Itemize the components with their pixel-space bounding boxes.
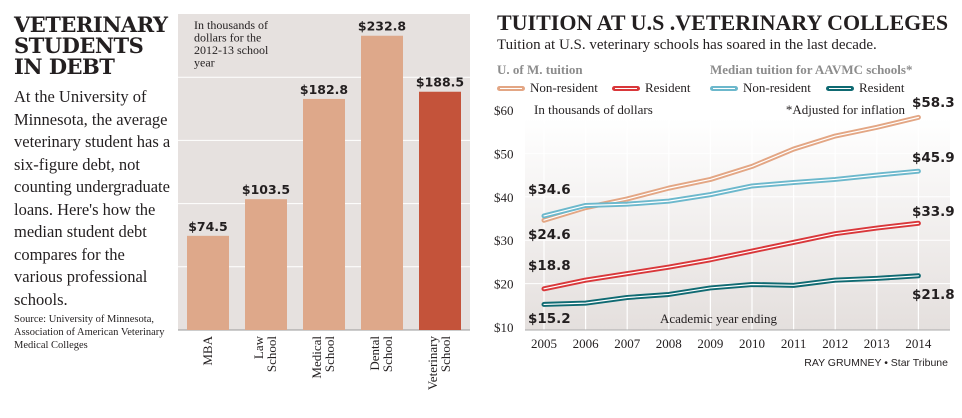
x-tick-label: 2007	[614, 336, 641, 351]
legend-swatch	[826, 85, 854, 91]
bar-medical-school	[303, 98, 345, 331]
bar-mba	[187, 235, 229, 330]
data-label: $15.2	[528, 311, 571, 327]
left-column: At the University of Minnesota, the aver…	[14, 86, 176, 352]
series-line-highlight-aavmc_res	[543, 275, 919, 306]
bar-veterinary-school	[419, 91, 461, 331]
legend-label: Non-resident	[530, 80, 598, 95]
y-tick-label: $10	[494, 320, 514, 335]
legend-label: Non-resident	[743, 80, 811, 95]
legend-item-aavmc-nonresident: Non-resident	[710, 80, 811, 96]
inflation-note: *Adjusted for inflation	[786, 102, 906, 117]
bar-dental-school	[361, 35, 403, 331]
category-label-line: Dental	[367, 336, 382, 371]
y-tick-label: $50	[494, 146, 514, 161]
plot-background	[525, 118, 950, 330]
x-axis-label: Academic year ending	[660, 311, 777, 326]
category-label: MedicalSchool	[309, 336, 337, 379]
student-debt-bar-chart: In thousands of dollars for the 2012-13 sc…	[178, 14, 470, 391]
x-tick-label: 2014	[905, 336, 932, 351]
credit: RAY GRUMNEY • Star Tribune	[804, 357, 948, 369]
bar-value-label: $232.8	[358, 19, 406, 34]
legend-label: Resident	[645, 80, 691, 95]
data-label: $24.6	[528, 227, 571, 243]
category-label: LawSchool	[251, 335, 279, 372]
tuition-chart-title: TUITION AT U.S .VETERINARY COLLEGES	[497, 10, 949, 35]
bar-value-label: $182.8	[300, 82, 348, 97]
x-tick-label: 2011	[781, 336, 807, 351]
category-label-line: Veterinary	[425, 336, 440, 391]
legend-group-aavmc: Median tuition for AAVMC schools*	[710, 62, 913, 77]
x-tick-label: 2008	[656, 336, 682, 351]
category-label: MBA	[200, 335, 215, 365]
y-tick-label: $60	[494, 103, 514, 118]
source-note: Source: University of Minnesota, Associa…	[14, 314, 165, 351]
category-label-line: School	[322, 336, 337, 373]
y-axis-unit-label: In thousands of dollars	[534, 102, 653, 117]
chart-note-line: 2012-13 school	[194, 43, 269, 57]
bar-value-label: $188.5	[416, 75, 464, 90]
data-label: $33.9	[912, 204, 955, 220]
x-tick-label: 2010	[739, 336, 765, 351]
chart-note: In thousands of dollars for the 2012-13 sc…	[194, 18, 269, 70]
tuition-line-chart: $10 $20 $30 $40 $50 $60 2005 2006 2007 2008 2009 20…	[494, 95, 955, 351]
x-tick-label: 2009	[697, 336, 723, 351]
left-description: At the University of Minnesota, the aver…	[14, 87, 171, 309]
chart-note-line: dollars for the	[194, 31, 261, 45]
x-tick-label: 2006	[573, 336, 600, 351]
tuition-chart-subtitle: Tuition at U.S. veterinary schools has s…	[497, 37, 877, 53]
category-label-line: Medical	[309, 336, 324, 379]
category-label-line: MBA	[200, 335, 215, 365]
legend-swatch	[710, 85, 738, 91]
category-label-line: School	[380, 336, 395, 373]
bar-value-label: $74.5	[188, 219, 228, 234]
data-label: $18.8	[528, 258, 571, 274]
bar-law-school	[245, 199, 287, 330]
legend-item-umn-resident: Resident	[612, 80, 691, 96]
legend-swatch	[497, 85, 525, 91]
y-tick-label: $30	[494, 233, 514, 248]
x-tick-label: 2012	[822, 336, 848, 351]
category-label: DentalSchool	[367, 336, 395, 373]
chart-note-line: In thousands of	[194, 18, 268, 32]
category-label: VeterinarySchool	[425, 336, 453, 391]
legend-item-umn-nonresident: Non-resident	[497, 80, 598, 96]
series-line-highlight-aavmc_nonres	[543, 170, 919, 217]
category-label-line: Law	[251, 335, 266, 359]
chart-note-line: year	[194, 56, 215, 70]
category-label-line: School	[264, 336, 279, 373]
data-label: $58.3	[912, 95, 955, 111]
legend-label: Resident	[859, 80, 905, 95]
y-tick-label: $40	[494, 190, 514, 205]
bar-value-label: $103.5	[242, 182, 290, 197]
y-tick-label: $20	[494, 277, 514, 292]
data-label: $34.6	[528, 182, 571, 198]
legend-item-aavmc-resident: Resident	[826, 80, 905, 96]
left-title: VETERINARY STUDENTS IN DEBT	[14, 12, 168, 79]
data-label: $45.9	[912, 150, 955, 166]
x-tick-label: 2005	[531, 336, 557, 351]
series-line-highlight-umn_res	[543, 222, 919, 290]
x-tick-label: 2013	[864, 336, 890, 351]
category-label-line: School	[438, 336, 453, 373]
legend-swatch	[612, 85, 640, 91]
legend-group-umn: U. of M. tuition	[497, 62, 583, 77]
data-label: $21.8	[912, 287, 955, 303]
